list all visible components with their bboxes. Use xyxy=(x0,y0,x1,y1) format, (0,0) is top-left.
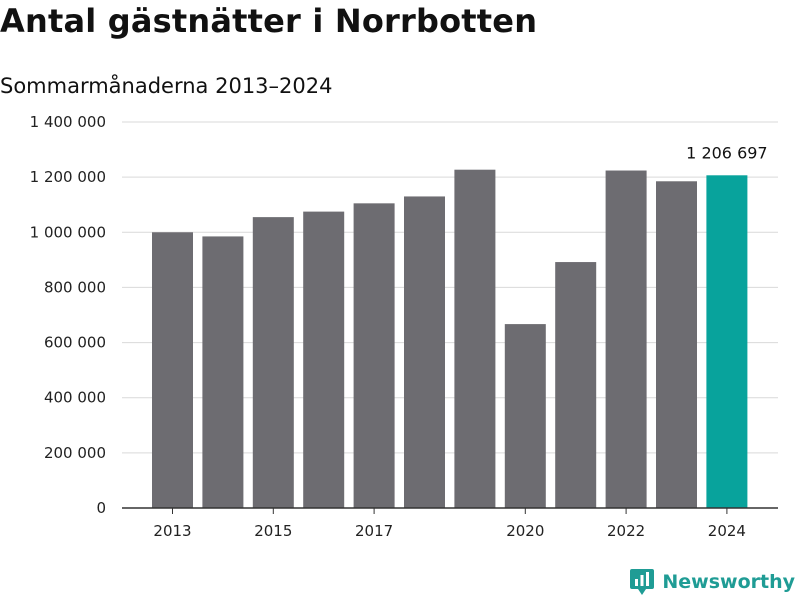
chart-subtitle: Sommarmånaderna 2013–2024 xyxy=(0,74,333,98)
brand-logo: Newsworthy xyxy=(630,568,795,596)
y-tick-label: 400 000 xyxy=(44,389,106,407)
x-tick-label: 2022 xyxy=(607,522,645,540)
y-tick-label: 1 200 000 xyxy=(30,168,106,186)
bar xyxy=(605,170,647,509)
newsworthy-logo-icon xyxy=(630,569,655,595)
bar xyxy=(656,181,697,508)
bar xyxy=(303,211,345,508)
bar xyxy=(454,169,496,508)
x-tick-label: 2017 xyxy=(355,522,393,540)
y-tick-label: 600 000 xyxy=(44,334,106,352)
y-tick-label: 800 000 xyxy=(44,278,106,296)
bar xyxy=(555,262,597,508)
y-tick-label: 0 xyxy=(96,499,106,517)
bar xyxy=(252,217,294,508)
bar xyxy=(504,324,546,508)
x-tick-label: 2013 xyxy=(153,522,191,540)
bar xyxy=(152,232,193,509)
bar xyxy=(404,196,445,508)
bar xyxy=(706,175,748,509)
x-tick-label: 2024 xyxy=(708,522,746,540)
x-tick-label: 2020 xyxy=(506,522,544,540)
y-tick-label: 1 400 000 xyxy=(30,113,106,131)
y-tick-label: 1 000 000 xyxy=(30,223,106,241)
y-tick-label: 200 000 xyxy=(44,444,106,462)
x-tick-label: 2015 xyxy=(254,522,292,540)
chart-title: Antal gästnätter i Norrbotten xyxy=(0,2,538,40)
bar xyxy=(353,203,395,509)
data-label: 1 206 697 xyxy=(686,143,767,162)
brand-name: Newsworthy xyxy=(662,571,795,593)
bar xyxy=(202,236,244,508)
